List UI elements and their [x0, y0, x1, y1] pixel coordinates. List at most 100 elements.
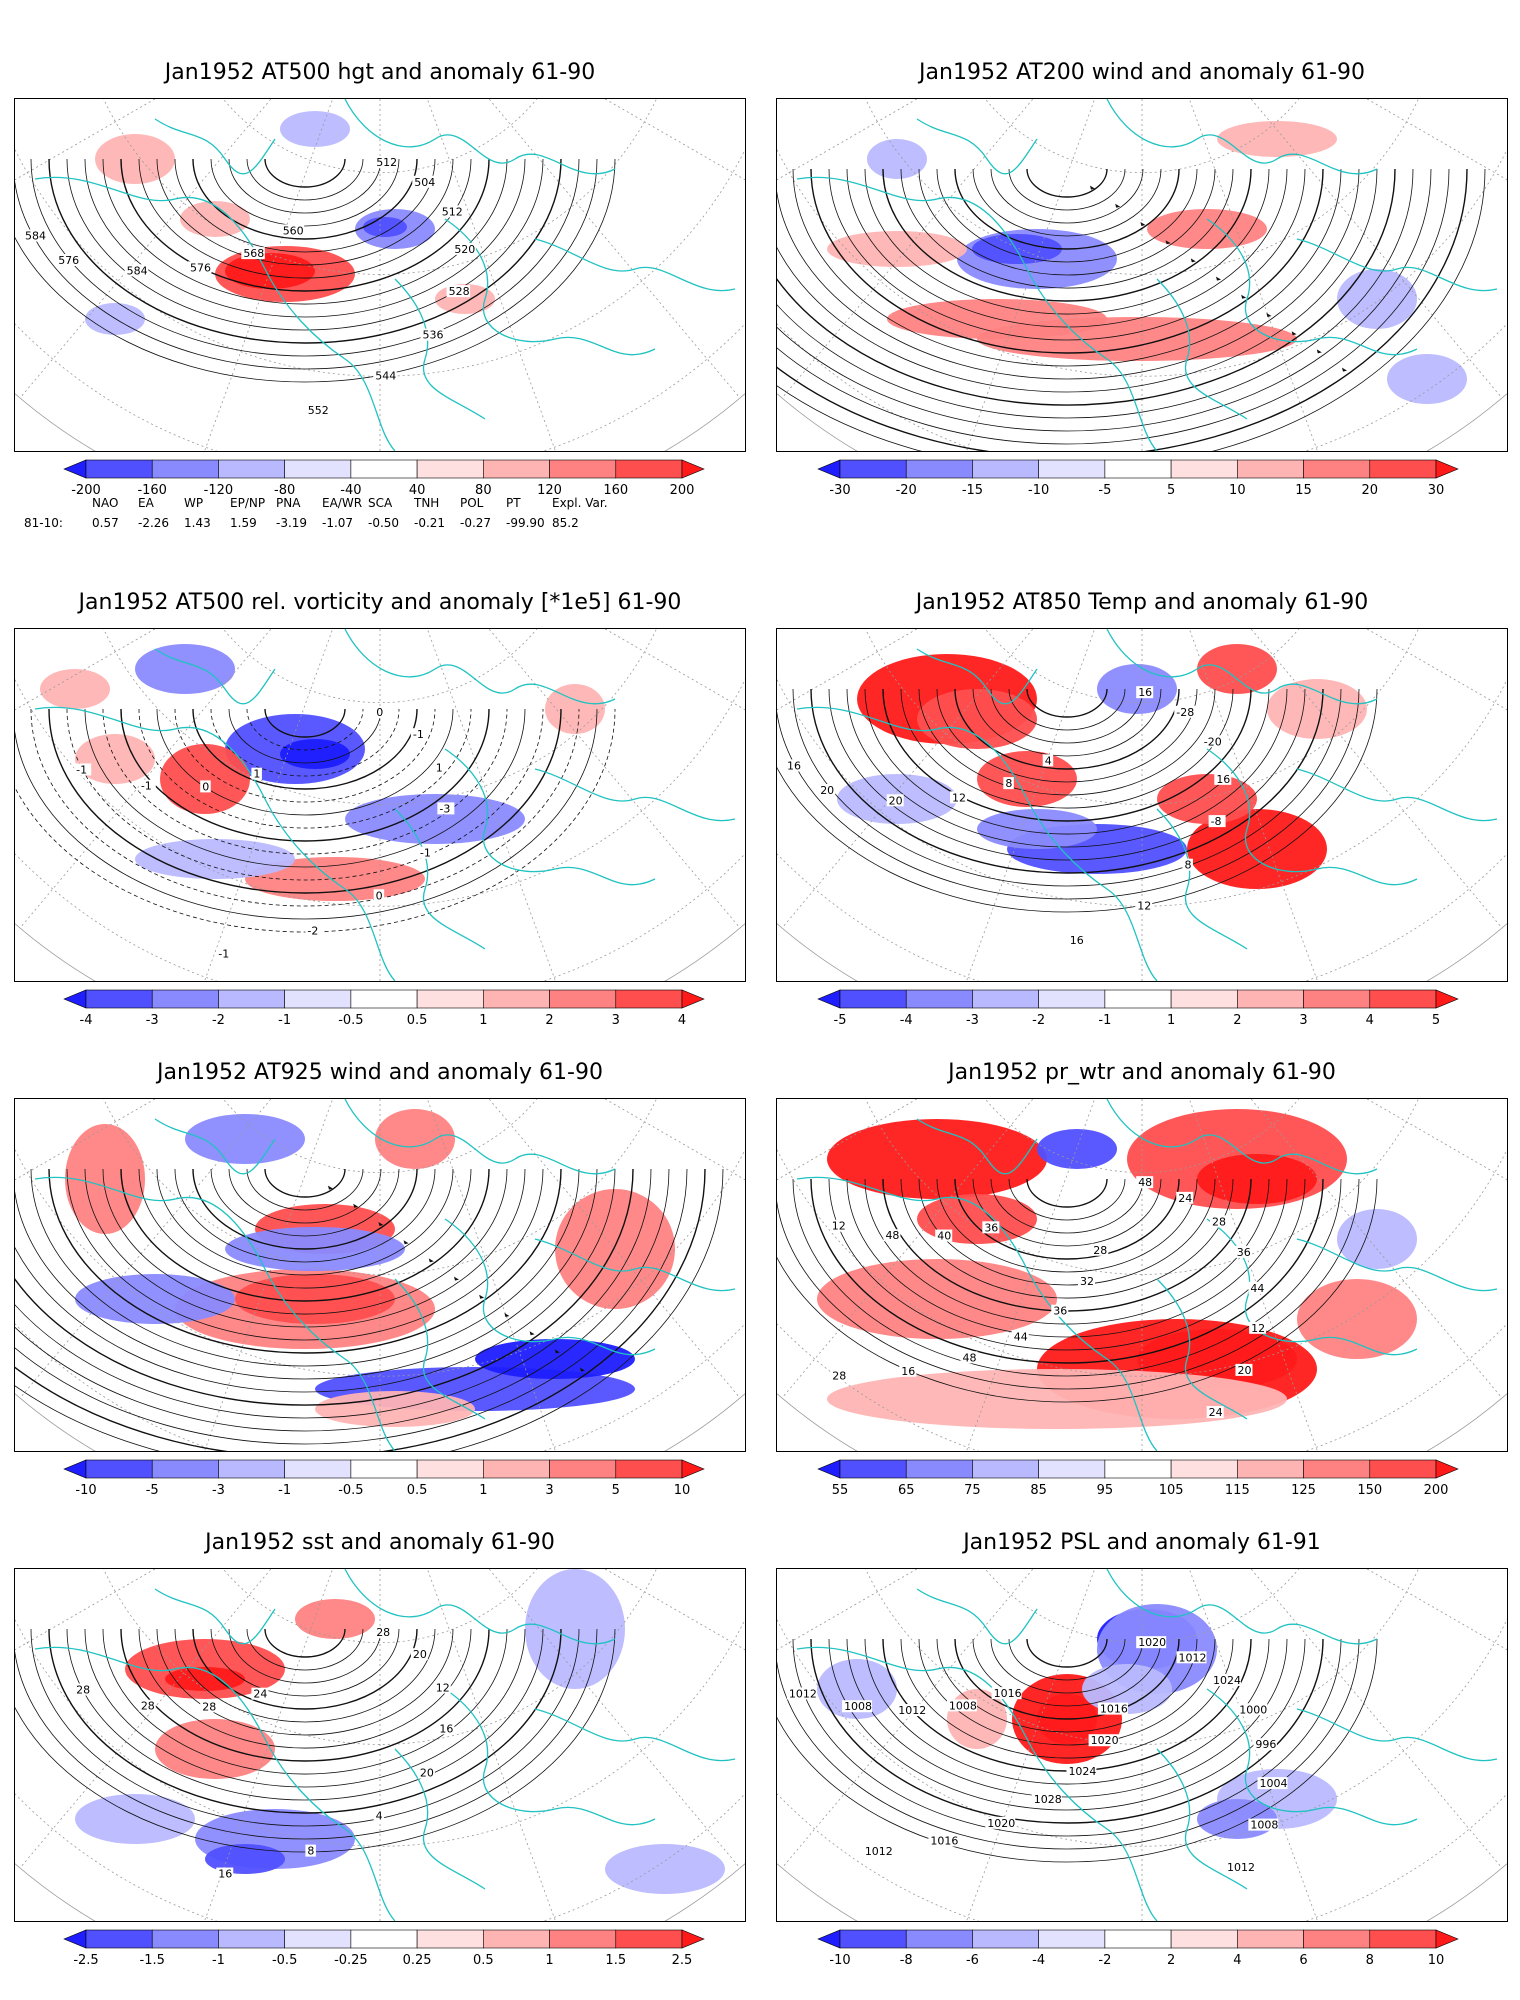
coastlines [796, 99, 1498, 451]
panel-at200-wind: Jan1952 AT200 wind and anomaly 61-90 -30… [776, 60, 1508, 530]
colorbar-tick-label: -5 [1098, 483, 1111, 498]
contour-line [882, 688, 1252, 822]
colorbar-tick-label: 8 [1366, 1953, 1374, 1968]
colorbar: -2.5 -1.5 -1 -0.5 -0.25 0.25 0.5 1 1.5 2.5 [63, 1929, 705, 1972]
colorbar-tick-label: -2 [212, 1013, 225, 1028]
anomaly-blob [1197, 1154, 1317, 1204]
contour-label-bg [417, 1766, 435, 1779]
anomaly-blob [135, 644, 235, 694]
colorbar-segment [905, 1929, 973, 1949]
contour-line [228, 1628, 382, 1684]
anomaly-blob [345, 794, 525, 844]
coastline [1296, 1238, 1498, 1292]
contour-label: 996 [1255, 1738, 1276, 1751]
colorbar-tick-label: -0.25 [334, 1953, 368, 1968]
anomaly-blob [160, 744, 250, 814]
anomaly-blob [375, 1109, 455, 1169]
colorbar-tick-label: 80 [475, 483, 492, 498]
meridian-line [379, 1569, 745, 1915]
anomaly-blob [1157, 774, 1257, 824]
contour-line [864, 168, 1270, 315]
contour-line [192, 158, 418, 240]
contour-label-bg [1248, 1281, 1266, 1294]
contour-label: -1 [218, 948, 229, 961]
index-header-cell: EA [138, 496, 154, 510]
contour-label: 1024 [1068, 1765, 1096, 1778]
contour-label: 24 [1178, 1192, 1192, 1205]
colorbar-svg: -200 -160 -120 -80 -40 40 80 120 160 200 [63, 459, 705, 498]
colorbar-segment [218, 989, 285, 1009]
colorbar-segment [85, 989, 153, 1009]
colorbar-segment [839, 1929, 907, 1949]
anomaly-blob [605, 1844, 725, 1894]
coastline [1156, 278, 1248, 420]
contour-line [1008, 1178, 1126, 1221]
contour-line [246, 158, 364, 201]
index-value-cell: 1.43 [184, 516, 211, 530]
coastline [394, 278, 486, 420]
colorbar-tick-label: 85 [1030, 1483, 1047, 1498]
colorbar: -5 -4 -3 -2 -1 1 2 3 4 5 [817, 989, 1459, 1032]
coastline [344, 629, 616, 705]
colorbar-segment [151, 1459, 219, 1479]
colorbar-segment [1237, 1459, 1304, 1479]
contour-label: -2 [307, 925, 318, 938]
contour-label-bg [305, 1844, 316, 1857]
contour-line [777, 688, 1360, 900]
contour-label: 48 [962, 1351, 976, 1364]
contour-label: 1 [436, 761, 443, 774]
contour-line [882, 168, 1252, 302]
contour-label-bg [1257, 1777, 1288, 1790]
contour-line [792, 1178, 1342, 1377]
contour-line [48, 1168, 562, 1354]
contour-label: 28 [202, 1700, 216, 1713]
contour-label-bg [433, 761, 445, 774]
contour-label-bg [200, 1700, 218, 1713]
contour-label-bg [842, 1700, 873, 1713]
coastline [1106, 629, 1378, 705]
index-header-cell: NAO [92, 496, 119, 510]
contour-label-bg [991, 1687, 1022, 1700]
contour-label-bg [410, 728, 428, 741]
streamline-arrow [1165, 240, 1171, 245]
index-value-cell: -2.26 [138, 516, 170, 530]
contour-line [918, 1638, 1216, 1746]
contour-line [30, 158, 580, 357]
panel-title: Jan1952 AT500 hgt and anomaly 61-90 [164, 60, 596, 85]
colorbar-segment [1303, 1459, 1371, 1479]
contour-label-bg [439, 205, 464, 218]
colorbar-segment [151, 989, 219, 1009]
colorbar-segment [1170, 1459, 1238, 1479]
panel-at850-temp: Jan1952 AT850 Temp and anomaly 61-90 16 -… [776, 590, 1508, 1030]
contour-label-bg [373, 1809, 385, 1822]
contour-line [210, 708, 400, 777]
contour-label-bg [883, 1229, 901, 1242]
panel-at500-vorticity: Jan1952 AT500 rel. vorticity and anomaly… [14, 590, 746, 1030]
streamline-arrow [1216, 276, 1221, 281]
meridian-line [167, 99, 381, 451]
coastline [1296, 1708, 1498, 1762]
contour-line [972, 688, 1162, 757]
contour-label-bg [138, 779, 156, 792]
contour-line [1008, 1638, 1126, 1681]
contour-label: -1 [413, 728, 424, 741]
colorbar-tick-label: -0.5 [338, 1483, 363, 1498]
colorbar-tick-label: 160 [603, 483, 628, 498]
colorbar-svg: -10 -8 -6 -4 -2 2 4 6 8 10 [817, 1929, 1459, 1968]
contour-label-bg [1208, 815, 1226, 828]
streamline-arrow [378, 1222, 384, 1226]
meridian-line [1141, 1099, 1507, 1445]
index-value-cell: 0.57 [92, 516, 119, 530]
contour-label-bg [446, 285, 471, 298]
colorbar-segment [905, 989, 973, 1009]
contour-label: 16 [439, 1722, 453, 1735]
contour-line [777, 1178, 1360, 1390]
colorbar-tick-label: -2 [1032, 1013, 1045, 1028]
coastline [796, 1646, 1158, 1921]
colorbar-tick-label: 4 [1233, 1953, 1241, 1968]
anomaly-blob [135, 839, 295, 879]
colorbar-segment [483, 1929, 550, 1949]
colorbar-segment [350, 1929, 418, 1949]
contour-line [84, 1628, 526, 1788]
contour-label-bg [216, 1867, 234, 1880]
